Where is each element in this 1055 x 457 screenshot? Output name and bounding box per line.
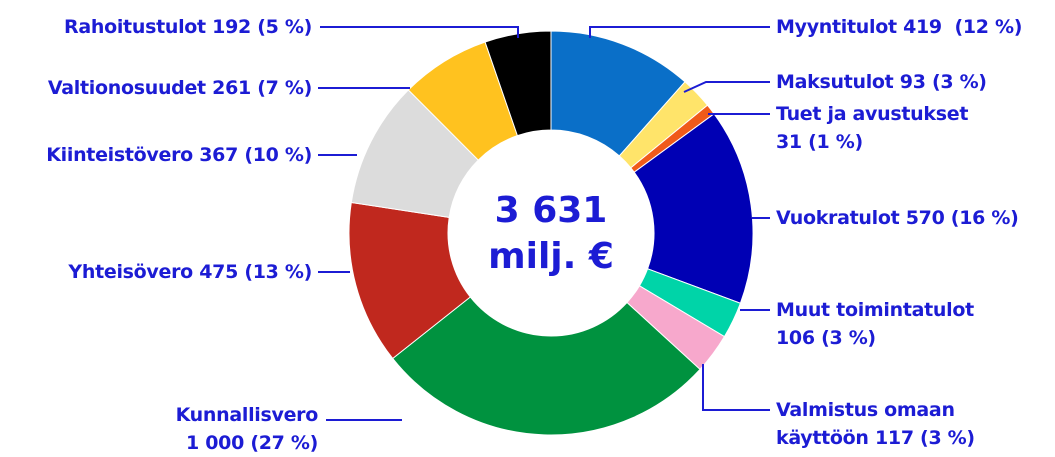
leader-line [683,81,770,93]
donut-slice [484,30,552,137]
value-label: 106 (3 %) [776,327,876,349]
category-name: Muut toimintatulot [776,299,974,321]
value-label: 192 (5 %) [212,16,312,38]
donut-slice [391,296,701,436]
value-label: 117 (3 %) [874,427,975,449]
category-name: Tuet ja avustukset [776,103,969,125]
leader-line [320,26,519,38]
value-label: 261 (7 %) [212,77,312,99]
slice-label: Myyntitulot 419 (12 %) [776,13,1055,41]
slice-label: Tuet ja avustukset 31 (1 %) [776,100,1001,156]
slice-label: Rahoitustulot 192 (5 %) [0,13,312,41]
category-name: Vuokratulot [776,207,900,229]
value-label: 419 (12 %) [903,16,1023,38]
value-label: 93 (3 %) [899,71,987,93]
value-label: 475 (13 %) [199,261,312,283]
value-label: 570 (16 %) [905,207,1019,229]
slice-label: Kunnallisvero 1 000 (27 %) [118,401,319,457]
center-unit: milj. € [488,236,614,277]
slice-label: Yhteisövero 475 (13 %) [0,258,312,286]
category-name: Yhteisövero [68,261,193,283]
slice-label: Maksutulot 93 (3 %) [776,68,1055,96]
slice-label: Valmistus omaan käyttöön 117 (3 %) [776,396,991,452]
category-name: Valtionosuudet [47,77,206,99]
value-label: 31 (1 %) [776,131,863,153]
value-label: 367 (10 %) [199,144,312,166]
category-name: Rahoitustulot [64,16,206,38]
center-total: 3 631 [495,190,608,231]
leader-line [589,26,770,38]
category-name: Myyntitulot [776,16,897,38]
slice-label: Muut toimintatulot 106 (3 %) [776,296,1016,352]
slice-label: Valtionosuudet 261 (7 %) [0,74,312,102]
slice-label: Vuokratulot 570 (16 %) [776,204,1055,232]
category-name: Maksutulot [776,71,894,93]
category-name: Kiinteistövero [46,144,193,166]
value-label: 1 000 (27 %) [186,432,318,454]
slice-label: Kiinteistövero 367 (10 %) [0,141,312,169]
leader-line [702,364,770,411]
category-name: Kunnallisvero [175,404,319,426]
category-name: Valmistus omaan käyttöön [776,399,955,449]
